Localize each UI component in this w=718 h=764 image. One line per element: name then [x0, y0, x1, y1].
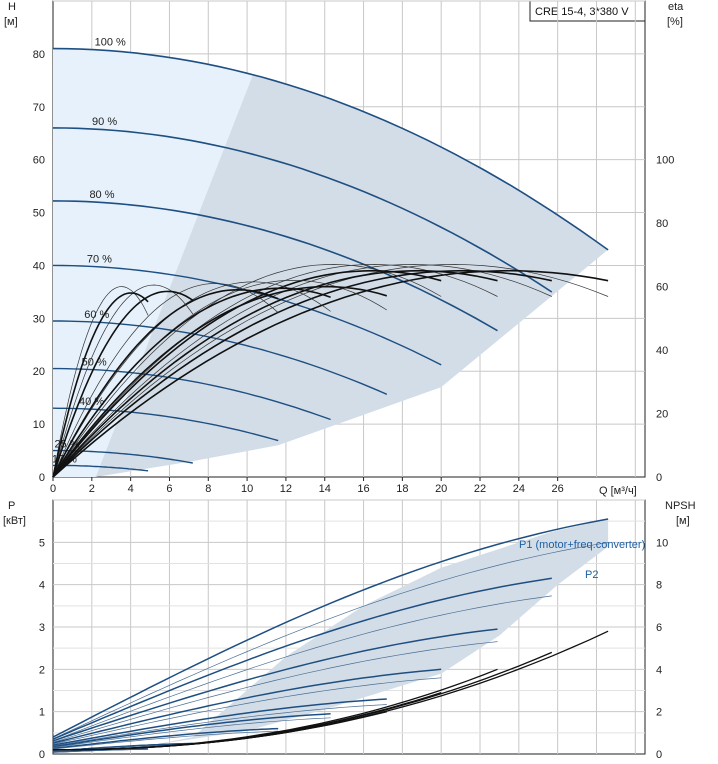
- eta-tick-label: 40: [656, 345, 668, 357]
- efficiency-curve-total: [52, 290, 194, 478]
- p1-curve: [52, 713, 331, 748]
- x-tick-label: 22: [474, 483, 486, 495]
- efficiency-curve-total: [52, 269, 609, 478]
- x-tick-label: 0: [50, 483, 56, 495]
- head-curve: [52, 127, 553, 293]
- efficiency-curve-total: [52, 292, 149, 478]
- speed-label: 90 %: [92, 116, 117, 128]
- x-tick-label: 6: [166, 483, 172, 495]
- npsh-tick-label: 6: [656, 622, 662, 634]
- speed-label: 100 %: [95, 37, 126, 49]
- head-tick-label: 80: [33, 49, 45, 61]
- model-label: CRE 15-4, 3*380 V: [535, 6, 629, 18]
- npsh-tick-label: 8: [656, 580, 662, 592]
- x-tick-label: 10: [241, 483, 253, 495]
- x-tick-label: 26: [552, 483, 564, 495]
- efficiency-curve: [52, 286, 149, 478]
- efficiency-curve: [52, 264, 552, 478]
- power-tick-label: 0: [39, 749, 45, 761]
- efficiency-curve-total: [52, 269, 552, 478]
- head-axis-title: H: [8, 1, 16, 13]
- p2-curve: [52, 595, 552, 742]
- power-tick-label: 2: [39, 664, 45, 676]
- eta-axis-title: eta: [668, 1, 684, 13]
- efficiency-curve: [52, 284, 194, 478]
- npsh-curve: [53, 723, 331, 751]
- npsh-tick-label: 10: [656, 537, 668, 549]
- head-curve: [53, 464, 149, 472]
- npsh-tick-label: 4: [656, 664, 662, 676]
- efficiency-curve: [52, 283, 279, 478]
- efficiency-curve-total: [52, 287, 331, 478]
- p1-curve: [52, 727, 279, 750]
- x-tick-label: 18: [396, 483, 408, 495]
- p2-series-label: P2: [585, 569, 598, 581]
- p1-curve: [52, 628, 498, 742]
- head-tick-label: 60: [33, 155, 45, 167]
- performance-curves: 100 %90 %80 %70 %60 %50 %40 %25 %17 %: [52, 37, 609, 753]
- x-tick-label: 16: [357, 483, 369, 495]
- head-axis-unit: [м]: [4, 16, 18, 28]
- p2-curve: [52, 542, 609, 740]
- p1-curve: [52, 577, 552, 740]
- p2-curve: [52, 717, 331, 748]
- eta-tick-label: 0: [656, 472, 662, 484]
- efficiency-curve-total: [52, 269, 498, 478]
- head-tick-label: 50: [33, 208, 45, 220]
- efficiency-curve: [52, 264, 609, 478]
- eta-tick-label: 60: [656, 282, 668, 294]
- head-curve: [53, 367, 331, 421]
- p1-curve: [52, 518, 609, 738]
- efficiency-curve-total: [52, 288, 279, 478]
- p1-series-label: P1 (motor+freq.converter): [519, 539, 645, 551]
- head-tick-label: 10: [33, 419, 45, 431]
- axis-ticks: 0 2 4 6 8 10 12 14 16 18 20 22 24 2601020304050607080…: [33, 49, 675, 761]
- head-tick-label: 0: [39, 472, 45, 484]
- p2-curve: [52, 730, 279, 750]
- x-tick-label: 8: [205, 483, 211, 495]
- speed-label: 70 %: [87, 253, 112, 265]
- p2-curve: [52, 641, 498, 743]
- npsh-tick-label: 2: [656, 707, 662, 719]
- p2-curve: [52, 749, 149, 753]
- x-tick-label: 12: [280, 483, 292, 495]
- head-tick-label: 20: [33, 366, 45, 378]
- power-tick-label: 4: [39, 580, 45, 592]
- npsh-axis-title: NPSH: [665, 500, 696, 512]
- operating-region: [95, 75, 609, 477]
- power-tick-label: 3: [39, 622, 45, 634]
- x-tick-label: 14: [319, 483, 331, 495]
- npsh-axis-unit: [м]: [676, 515, 690, 527]
- eta-tick-label: 20: [656, 409, 668, 421]
- x-tick-label: 20: [435, 483, 447, 495]
- head-curve: [52, 47, 609, 251]
- p1-curve: [52, 668, 442, 744]
- head-tick-label: 30: [33, 313, 45, 325]
- head-tick-label: 40: [33, 260, 45, 272]
- npsh-tick-label: 0: [656, 749, 662, 761]
- x-tick-label: 4: [128, 483, 134, 495]
- flow-axis-title: Q [м³/ч]: [599, 485, 637, 497]
- x-tick-label: 2: [89, 483, 95, 495]
- eta-tick-label: 80: [656, 218, 668, 230]
- speed-label: 50 %: [82, 357, 107, 369]
- eta-axis-unit: [%]: [667, 16, 683, 28]
- head-tick-label: 70: [33, 102, 45, 114]
- p2-curve: [52, 677, 442, 745]
- speed-label: 60 %: [84, 309, 109, 321]
- power-axis-unit: [кВт]: [3, 515, 26, 527]
- head-curve: [52, 200, 498, 332]
- power-tick-label: 5: [39, 537, 45, 549]
- power-axis-title: P: [8, 500, 15, 512]
- efficiency-curve-total: [52, 285, 388, 478]
- x-tick-label: 24: [513, 483, 525, 495]
- efficiency-curve: [52, 264, 442, 478]
- speed-label: 80 %: [89, 189, 114, 201]
- power-tick-label: 1: [39, 707, 45, 719]
- power-operating-region: [150, 519, 609, 746]
- eta-tick-label: 100: [656, 155, 674, 167]
- p1-curve: [52, 698, 387, 746]
- p2-curve: [52, 704, 387, 747]
